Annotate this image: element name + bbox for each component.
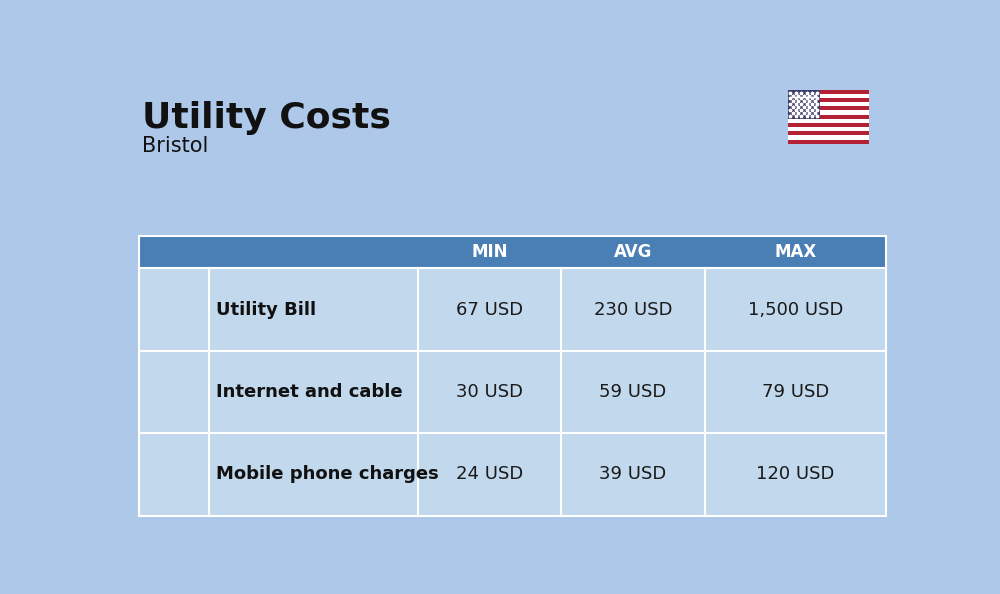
Bar	[139, 268, 209, 351]
Bar	[788, 98, 869, 102]
Bar	[788, 123, 869, 127]
Bar	[139, 433, 209, 516]
Bar	[705, 236, 886, 268]
Bar	[788, 90, 869, 94]
Text: 230 USD: 230 USD	[594, 301, 672, 318]
Text: 24 USD: 24 USD	[456, 465, 523, 484]
Text: Bristol: Bristol	[142, 136, 208, 156]
Text: 59 USD: 59 USD	[599, 383, 667, 401]
Text: Mobile phone charges: Mobile phone charges	[216, 465, 439, 484]
Bar	[788, 90, 869, 144]
Bar	[139, 236, 886, 516]
Bar	[209, 236, 418, 268]
Bar	[788, 140, 869, 144]
Text: 120 USD: 120 USD	[756, 465, 835, 484]
Bar	[561, 433, 705, 516]
Text: AVG: AVG	[614, 243, 652, 261]
Bar	[561, 268, 705, 351]
Text: Utility Costs: Utility Costs	[142, 102, 391, 135]
Bar	[418, 433, 561, 516]
Bar	[139, 236, 209, 268]
Text: 1,500 USD: 1,500 USD	[748, 301, 843, 318]
Text: 67 USD: 67 USD	[456, 301, 523, 318]
Text: MAX: MAX	[774, 243, 816, 261]
Bar	[139, 351, 209, 433]
Bar	[209, 351, 418, 433]
Bar	[705, 433, 886, 516]
Bar	[705, 351, 886, 433]
Bar	[418, 268, 561, 351]
Text: 30 USD: 30 USD	[456, 383, 523, 401]
Bar	[418, 236, 561, 268]
Bar	[788, 115, 869, 119]
Bar	[418, 351, 561, 433]
Bar	[788, 90, 820, 119]
Bar	[788, 106, 869, 110]
Bar	[209, 268, 418, 351]
Bar	[705, 268, 886, 351]
Text: 39 USD: 39 USD	[599, 465, 667, 484]
Bar	[788, 131, 869, 135]
Bar	[561, 351, 705, 433]
Text: Internet and cable: Internet and cable	[216, 383, 403, 401]
Bar	[209, 433, 418, 516]
Bar	[561, 236, 705, 268]
Text: MIN: MIN	[471, 243, 508, 261]
Text: Utility Bill: Utility Bill	[216, 301, 317, 318]
Text: 79 USD: 79 USD	[762, 383, 829, 401]
